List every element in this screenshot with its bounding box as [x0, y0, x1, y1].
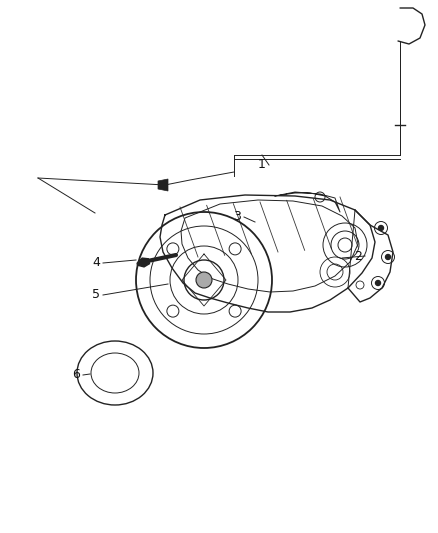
Text: 4: 4 — [92, 256, 100, 270]
Polygon shape — [158, 179, 168, 191]
Circle shape — [375, 280, 381, 286]
Text: 5: 5 — [92, 288, 100, 302]
Text: 2: 2 — [354, 249, 362, 262]
Circle shape — [378, 225, 384, 230]
Text: 1: 1 — [258, 158, 266, 172]
Circle shape — [196, 272, 212, 288]
Polygon shape — [137, 258, 149, 267]
Text: 3: 3 — [233, 211, 241, 223]
Circle shape — [385, 254, 391, 260]
Text: 6: 6 — [72, 368, 80, 382]
